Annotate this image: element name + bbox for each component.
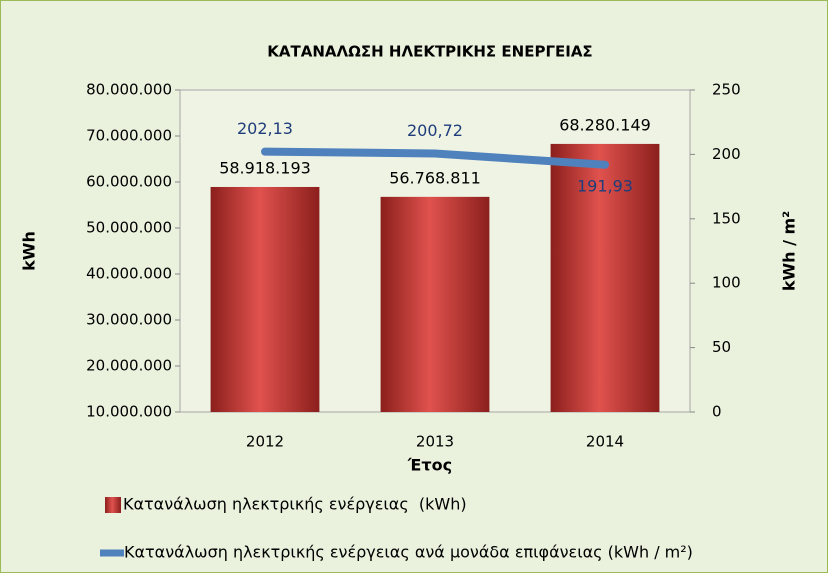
x-tick-label: 2012 — [246, 433, 284, 451]
y-tick-label: 20.000.000 — [86, 357, 172, 375]
y-tick-label: 70.000.000 — [86, 127, 172, 145]
line-value-label: 200,72 — [407, 121, 463, 140]
y-tick-label: 50.000.000 — [86, 219, 172, 237]
y2-tick-label: 0 — [712, 403, 722, 421]
bar-value-label: 68.280.149 — [559, 115, 651, 134]
x-axis-title: Έτος — [407, 456, 452, 475]
y2-tick-label: 100 — [712, 274, 741, 292]
y-tick-label: 30.000.000 — [86, 311, 172, 329]
line-value-label: 191,93 — [577, 176, 633, 195]
y2-tick-label: 50 — [712, 338, 731, 356]
y2-tick-label: 200 — [712, 145, 741, 163]
y-tick-label: 80.000.000 — [86, 81, 172, 99]
x-tick-label: 2014 — [586, 433, 624, 451]
y2-tick-label: 250 — [712, 81, 741, 99]
y-tick-label: 60.000.000 — [86, 173, 172, 191]
bar-value-label: 58.918.193 — [219, 158, 311, 177]
legend-label: Κατανάλωση ηλεκτρικής ενέργειας (kWh) — [123, 495, 467, 514]
line-value-label: 202,13 — [237, 119, 293, 138]
y-axis-title: kWh — [20, 231, 39, 271]
y-tick-label: 40.000.000 — [86, 265, 172, 283]
bar — [550, 143, 660, 412]
bar — [210, 186, 320, 412]
y-tick-label: 10.000.000 — [86, 403, 172, 421]
chart-title: ΚΑΤΑΝΑΛΩΣΗ ΗΛΕΚΤΡΙΚΗΣ ΕΝΕΡΓΕΙΑΣ — [267, 43, 592, 61]
legend-swatch — [105, 497, 121, 513]
bar — [380, 196, 490, 412]
legend-label: Κατανάλωση ηλεκτρικής ενέργειας ανά μονά… — [124, 543, 693, 562]
bar-value-label: 56.768.811 — [389, 168, 481, 187]
x-tick-label: 2013 — [416, 433, 454, 451]
line — [261, 147, 609, 169]
y2-axis-title: kWh / m² — [780, 211, 799, 291]
y2-tick-label: 150 — [712, 209, 741, 227]
